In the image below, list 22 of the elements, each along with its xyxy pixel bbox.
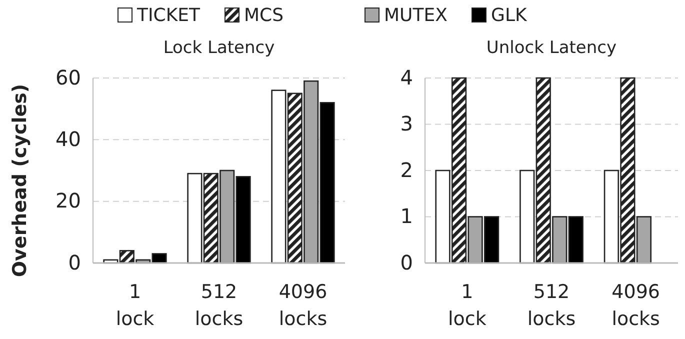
legend-label: TICKET xyxy=(136,5,202,26)
y-axis-title: Overhead (cycles) xyxy=(9,84,31,278)
x-tick-label: 4096 locks xyxy=(612,281,660,330)
y-tick-label: 20 xyxy=(56,188,81,213)
y-tick-label: 3 xyxy=(400,112,413,136)
legend-label: MUTEX xyxy=(384,5,448,26)
y-tick-label: 1 xyxy=(400,204,413,228)
y-tick-label: 60 xyxy=(56,65,81,90)
y-tick-label: 4 xyxy=(400,65,413,90)
x-tick-label: 512 locks xyxy=(194,281,244,330)
x-tick-label: 1 lock xyxy=(448,281,486,330)
x-tick-label: 4096 locks xyxy=(278,281,328,330)
y-tick-label: 0 xyxy=(400,250,413,274)
y-tick-label: 40 xyxy=(56,127,81,152)
y-tick-label: 0 xyxy=(68,250,81,274)
chart-title: Lock Latency xyxy=(163,38,275,58)
legend-label: GLK xyxy=(491,5,528,26)
legend-label: MCS xyxy=(244,5,284,26)
x-tick-label: 1 lock xyxy=(116,281,154,330)
x-tick-label: 512 locks xyxy=(527,281,576,330)
y-tick-label: 2 xyxy=(400,158,413,182)
chart-title: Unlock Latency xyxy=(486,38,617,58)
